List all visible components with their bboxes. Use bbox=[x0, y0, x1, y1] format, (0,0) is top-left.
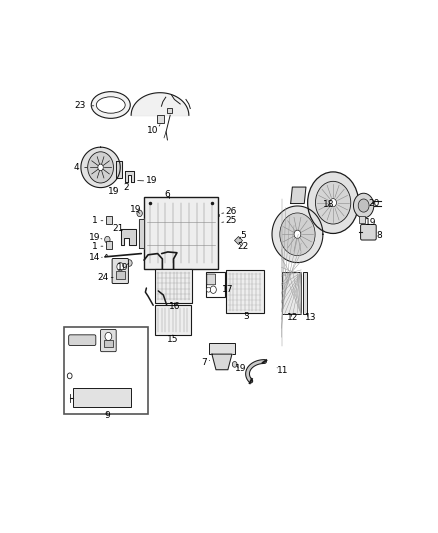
Bar bbox=[116, 271, 125, 279]
Text: 20: 20 bbox=[368, 199, 379, 208]
Circle shape bbox=[294, 230, 301, 238]
Circle shape bbox=[330, 199, 336, 207]
Text: 18: 18 bbox=[323, 200, 335, 209]
Polygon shape bbox=[81, 147, 120, 188]
Text: 13: 13 bbox=[305, 313, 317, 322]
Text: 8: 8 bbox=[376, 231, 382, 240]
Text: 19: 19 bbox=[146, 176, 157, 185]
Circle shape bbox=[307, 172, 359, 233]
Text: 19: 19 bbox=[117, 263, 128, 272]
Text: 19: 19 bbox=[365, 218, 376, 227]
Polygon shape bbox=[125, 171, 134, 182]
Text: 26: 26 bbox=[226, 207, 237, 216]
Circle shape bbox=[137, 210, 142, 216]
Circle shape bbox=[206, 287, 211, 292]
Circle shape bbox=[105, 236, 110, 243]
Text: 1: 1 bbox=[92, 216, 98, 225]
Circle shape bbox=[210, 286, 216, 293]
Bar bbox=[155, 305, 191, 335]
Text: 5: 5 bbox=[240, 231, 246, 240]
Text: 15: 15 bbox=[167, 335, 179, 344]
Text: 4: 4 bbox=[73, 163, 79, 172]
Text: 14: 14 bbox=[89, 253, 100, 262]
Text: 6: 6 bbox=[164, 190, 170, 199]
Text: 10: 10 bbox=[148, 126, 159, 135]
Polygon shape bbox=[272, 206, 323, 263]
Text: 21: 21 bbox=[112, 224, 123, 232]
FancyBboxPatch shape bbox=[69, 335, 96, 345]
Text: 3: 3 bbox=[244, 312, 249, 321]
Ellipse shape bbox=[91, 92, 130, 118]
Text: 2: 2 bbox=[123, 183, 129, 191]
Text: 1: 1 bbox=[92, 241, 98, 251]
Bar bbox=[226, 270, 264, 313]
Circle shape bbox=[232, 361, 237, 367]
Polygon shape bbox=[138, 219, 144, 248]
Bar bbox=[156, 115, 164, 123]
FancyBboxPatch shape bbox=[101, 329, 116, 352]
Circle shape bbox=[98, 164, 103, 171]
Bar bbox=[104, 340, 113, 347]
Text: 23: 23 bbox=[74, 101, 86, 110]
Text: 12: 12 bbox=[287, 313, 298, 322]
Bar bbox=[74, 388, 131, 407]
FancyBboxPatch shape bbox=[112, 259, 128, 284]
Text: 22: 22 bbox=[237, 241, 249, 251]
Text: 25: 25 bbox=[226, 216, 237, 225]
Circle shape bbox=[127, 260, 132, 266]
FancyBboxPatch shape bbox=[207, 274, 215, 285]
Polygon shape bbox=[117, 161, 122, 177]
Polygon shape bbox=[291, 187, 306, 204]
Text: 19: 19 bbox=[89, 232, 101, 241]
Text: 7: 7 bbox=[201, 358, 207, 367]
FancyBboxPatch shape bbox=[144, 197, 219, 269]
Text: 11: 11 bbox=[277, 367, 289, 375]
Text: 9: 9 bbox=[104, 411, 110, 420]
Bar bbox=[282, 272, 301, 314]
Circle shape bbox=[358, 199, 369, 212]
Ellipse shape bbox=[96, 97, 125, 113]
Circle shape bbox=[280, 213, 315, 256]
Circle shape bbox=[105, 333, 112, 341]
Text: 17: 17 bbox=[222, 285, 233, 294]
Bar bbox=[106, 216, 113, 224]
Text: 16: 16 bbox=[169, 302, 180, 311]
Circle shape bbox=[117, 263, 124, 271]
Circle shape bbox=[315, 181, 351, 224]
Polygon shape bbox=[212, 354, 232, 370]
Circle shape bbox=[353, 193, 374, 218]
Bar bbox=[64, 327, 148, 414]
Bar bbox=[167, 108, 172, 113]
Text: 19: 19 bbox=[235, 364, 247, 373]
Bar bbox=[209, 343, 235, 354]
Polygon shape bbox=[121, 229, 136, 245]
Bar bbox=[206, 272, 226, 297]
Text: 24: 24 bbox=[98, 273, 109, 282]
FancyBboxPatch shape bbox=[360, 224, 376, 240]
Text: 19: 19 bbox=[130, 205, 141, 214]
Bar bbox=[106, 241, 113, 249]
Bar bbox=[303, 272, 307, 314]
Text: 19: 19 bbox=[108, 187, 120, 196]
Circle shape bbox=[88, 152, 113, 183]
Circle shape bbox=[67, 373, 72, 379]
Bar bbox=[155, 269, 192, 303]
Bar bbox=[359, 216, 365, 223]
